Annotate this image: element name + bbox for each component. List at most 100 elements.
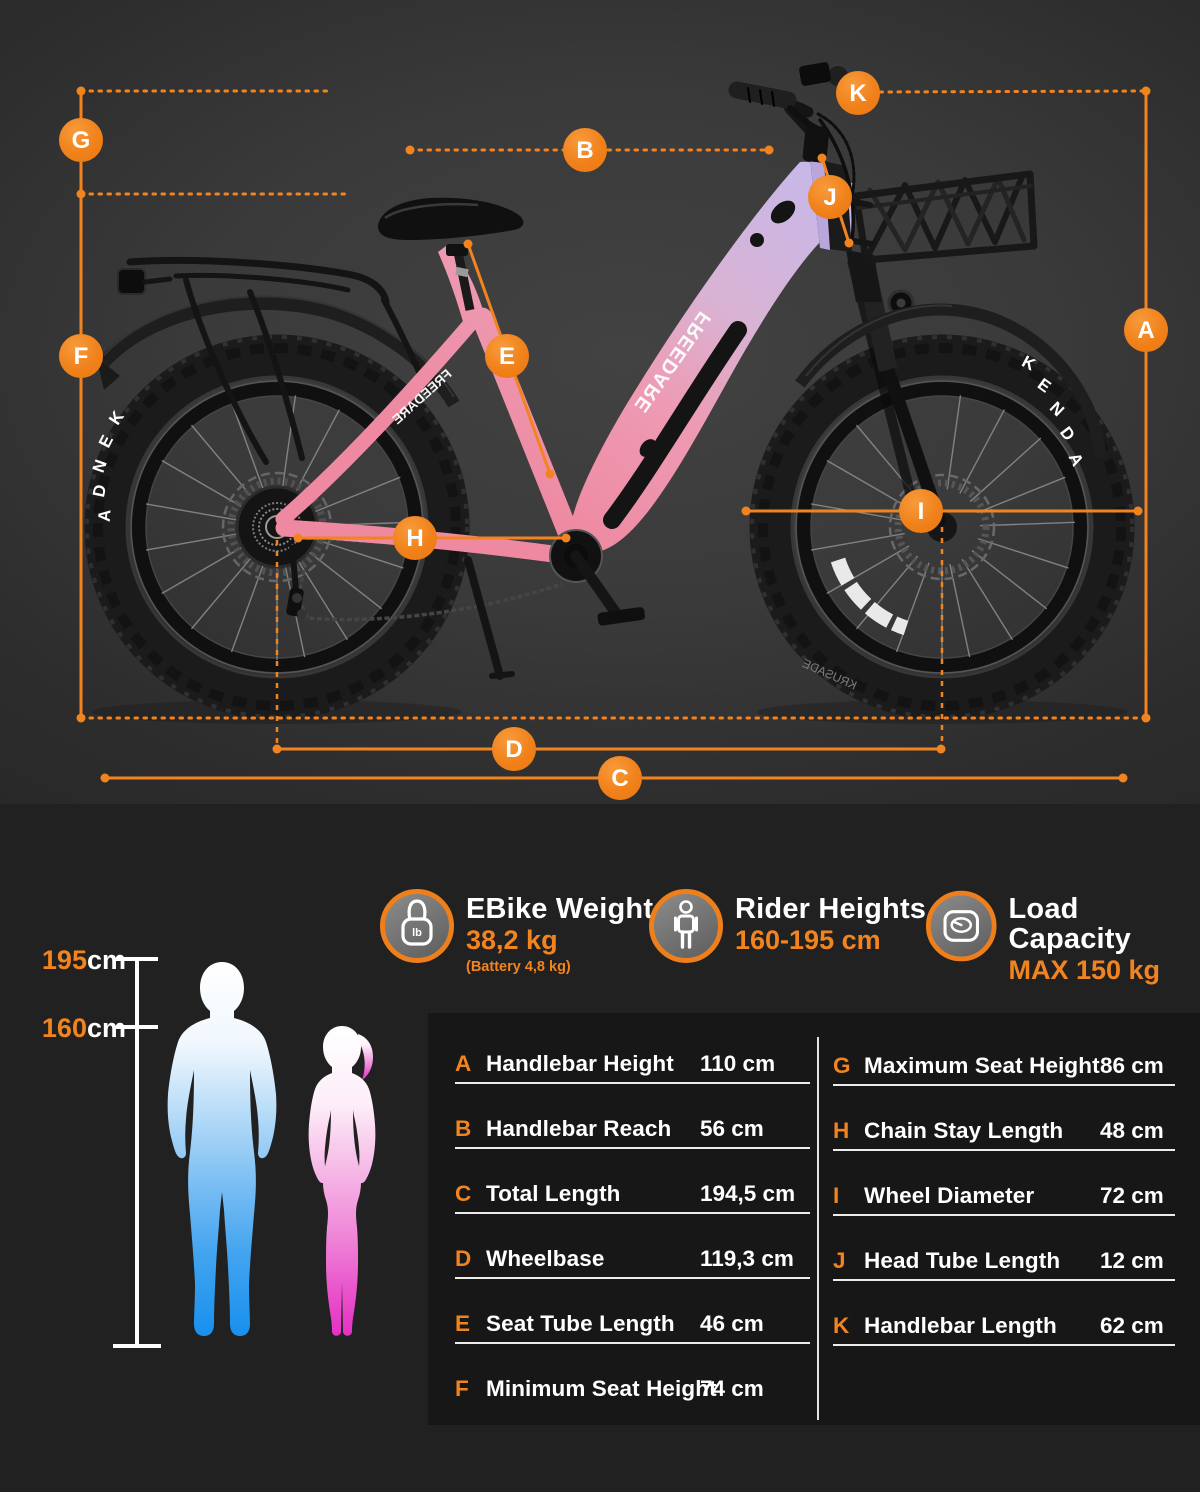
spec-table: A Handlebar Height 110 cm B Handlebar Reach… <box>428 1013 1200 1425</box>
weight-icon: lb <box>380 889 454 963</box>
svg-text:K: K <box>849 80 867 107</box>
marker-E: E <box>485 334 529 378</box>
svg-text:A: A <box>1137 317 1154 344</box>
stat-rider-heights: Rider Heights 160-195 cm <box>648 888 926 964</box>
spec-letter: I <box>833 1183 840 1208</box>
saddle <box>378 197 524 311</box>
stat-note: (Battery 4,8 kg) <box>466 959 571 975</box>
stat-weight: lb EBike Weight 38,2 kg (Battery 4,8 kg) <box>379 888 653 975</box>
svg-text:D: D <box>505 736 522 763</box>
spec-letter: G <box>833 1053 851 1078</box>
spoke-reflector <box>830 557 909 636</box>
spec-label: Minimum Seat Height <box>486 1376 717 1401</box>
spec-value: 72 cm <box>1100 1183 1164 1208</box>
rider-height-figure: 195cm 160cm <box>42 945 376 1348</box>
bike-dimension-diagram: K E N D A K E N D A KRUSADE <box>59 62 1168 800</box>
spec-row-h: H Chain Stay Length 48 cm <box>833 1117 1175 1151</box>
spec-value: 56 cm <box>700 1116 764 1141</box>
spec-label: Head Tube Length <box>864 1248 1061 1273</box>
spec-letter: B <box>455 1116 472 1141</box>
spec-label: Wheelbase <box>486 1246 605 1271</box>
spec-row-e: E Seat Tube Length 46 cm <box>455 1310 810 1344</box>
stat-title: Load Capacity <box>1008 893 1131 955</box>
marker-K: K <box>836 71 880 115</box>
handlebar-height-line <box>878 89 1148 94</box>
spec-label: Total Length <box>486 1181 621 1206</box>
stat-title: EBike Weight <box>466 893 654 925</box>
marker-C: C <box>598 756 642 800</box>
male-silhouette <box>167 962 277 1336</box>
kickstand <box>464 556 504 680</box>
spec-row-d: D Wheelbase 119,3 cm <box>455 1245 810 1279</box>
marker-F: F <box>59 334 103 378</box>
spec-row-i: I Wheel Diameter 72 cm <box>833 1182 1175 1216</box>
spec-value: 12 cm <box>1100 1248 1164 1273</box>
spec-letter: H <box>833 1118 850 1143</box>
front-fender <box>795 303 1106 459</box>
height-ruler <box>113 957 161 1348</box>
spec-label: Handlebar Reach <box>486 1116 672 1141</box>
stat-load-capacity: Load Capacity MAX 150 kg <box>925 888 1200 984</box>
spec-row-b: B Handlebar Reach 56 cm <box>455 1115 810 1149</box>
dimension-markers: G F B K A J E H I D C <box>59 71 1168 800</box>
crank-assembly <box>464 529 645 680</box>
display <box>799 62 831 86</box>
svg-text:N: N <box>89 457 111 475</box>
front-basket <box>843 170 1038 264</box>
svg-text:E: E <box>499 343 515 370</box>
spec-value: 62 cm <box>1100 1313 1164 1338</box>
specs-section: lb EBike Weight 38,2 kg (Battery 4,8 kg)… <box>0 804 1200 1492</box>
svg-text:J: J <box>823 184 836 211</box>
spec-label: Wheel Diameter <box>864 1183 1035 1208</box>
spec-letter: K <box>833 1313 850 1338</box>
spec-value: 74 cm <box>700 1376 764 1401</box>
svg-text:I: I <box>918 498 925 525</box>
spec-letter: F <box>455 1376 469 1401</box>
bike-diagram-section: K E N D A K E N D A KRUSADE <box>0 0 1200 804</box>
spec-row-j: J Head Tube Length 12 cm <box>833 1247 1175 1281</box>
spec-label: Handlebar Height <box>486 1051 674 1076</box>
female-silhouette <box>308 1026 376 1336</box>
marker-G: G <box>59 118 103 162</box>
spec-label: Maximum Seat Height <box>864 1053 1100 1078</box>
battery <box>603 321 747 529</box>
rider-icon <box>649 889 723 963</box>
rear-rack <box>117 256 431 465</box>
spec-row-c: C Total Length 194,5 cm <box>455 1180 810 1214</box>
svg-text:D: D <box>89 483 110 499</box>
stat-value: 38,2 kg <box>466 925 558 955</box>
spec-row-g: G Maximum Seat Height 86 cm <box>833 1052 1175 1086</box>
spec-label: Chain Stay Length <box>864 1118 1064 1143</box>
svg-text:lb: lb <box>412 927 422 939</box>
spec-letter: E <box>455 1311 471 1336</box>
spec-value: 48 cm <box>1100 1118 1164 1143</box>
spec-value: 119,3 cm <box>700 1246 794 1271</box>
svg-text:G: G <box>72 127 91 154</box>
svg-text:B: B <box>576 137 593 164</box>
spec-value: 110 cm <box>700 1051 776 1076</box>
marker-I: I <box>899 489 943 533</box>
spec-row-k: K Handlebar Length 62 cm <box>833 1312 1175 1346</box>
spec-value: 194,5 cm <box>700 1181 796 1206</box>
pedal <box>597 607 645 626</box>
marker-D: D <box>492 727 536 771</box>
spec-row-f: F Minimum Seat Height 74 cm <box>455 1375 810 1407</box>
spec-letter: D <box>455 1246 472 1271</box>
handlebar <box>728 62 856 242</box>
marker-B: B <box>563 128 607 172</box>
ruler-min-label: 160cm <box>42 1013 126 1043</box>
spec-value: 46 cm <box>700 1311 764 1336</box>
marker-H: H <box>393 516 437 560</box>
seat-stay <box>275 314 480 527</box>
spec-letter: J <box>833 1248 846 1273</box>
table-divider <box>817 1037 819 1420</box>
ruler-max-label: 195cm <box>42 945 126 975</box>
spec-value: 86 cm <box>1100 1053 1164 1078</box>
stat-title: Rider Heights <box>735 893 927 925</box>
frame: FREEDARE FREEDARE <box>275 161 853 565</box>
marker-J: J <box>808 175 852 219</box>
spec-row-a: A Handlebar Height 110 cm <box>455 1050 810 1084</box>
stat-value: 160-195 cm <box>735 925 881 955</box>
stat-value: MAX 150 kg <box>1008 955 1161 985</box>
